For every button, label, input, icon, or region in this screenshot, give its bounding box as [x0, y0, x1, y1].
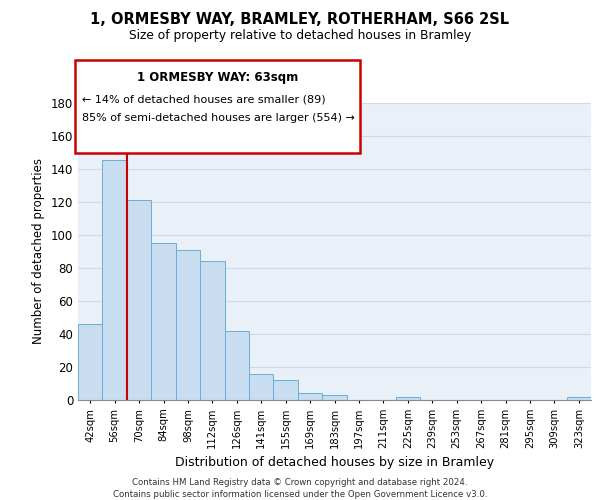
Bar — [176, 250, 200, 400]
Bar — [127, 200, 151, 400]
Bar — [200, 261, 224, 400]
Bar — [151, 243, 176, 400]
Bar — [566, 396, 591, 400]
Y-axis label: Number of detached properties: Number of detached properties — [32, 158, 45, 344]
Text: Contains HM Land Registry data © Crown copyright and database right 2024.
Contai: Contains HM Land Registry data © Crown c… — [113, 478, 487, 499]
Bar — [249, 374, 274, 400]
Bar — [298, 394, 322, 400]
X-axis label: Distribution of detached houses by size in Bramley: Distribution of detached houses by size … — [175, 456, 494, 469]
Text: ← 14% of detached houses are smaller (89): ← 14% of detached houses are smaller (89… — [82, 94, 326, 104]
Text: 85% of semi-detached houses are larger (554) →: 85% of semi-detached houses are larger (… — [82, 112, 355, 122]
Text: 1, ORMESBY WAY, BRAMLEY, ROTHERHAM, S66 2SL: 1, ORMESBY WAY, BRAMLEY, ROTHERHAM, S66 … — [91, 12, 509, 28]
Text: Size of property relative to detached houses in Bramley: Size of property relative to detached ho… — [129, 29, 471, 42]
Text: 1 ORMESBY WAY: 63sqm: 1 ORMESBY WAY: 63sqm — [137, 71, 298, 84]
Bar — [224, 330, 249, 400]
Bar — [274, 380, 298, 400]
Bar — [322, 395, 347, 400]
Bar — [395, 396, 420, 400]
Bar — [103, 160, 127, 400]
Bar — [78, 324, 103, 400]
